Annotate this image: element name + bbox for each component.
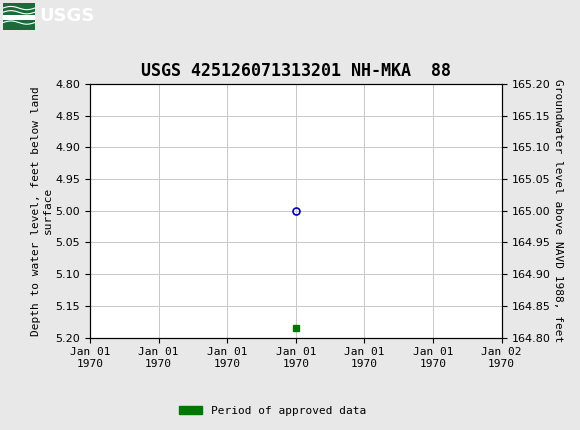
Text: USGS: USGS [39, 7, 95, 25]
Bar [3, 15, 35, 20]
Bar [3, 20, 35, 30]
Y-axis label: Depth to water level, feet below land
surface: Depth to water level, feet below land su… [31, 86, 53, 335]
Bar [3, 3, 35, 15]
Title: USGS 425126071313201 NH-MKA  88: USGS 425126071313201 NH-MKA 88 [141, 61, 451, 80]
Bar [3, 3, 35, 30]
Legend: Period of approved data: Period of approved data [175, 401, 370, 420]
Y-axis label: Groundwater level above NAVD 1988, feet: Groundwater level above NAVD 1988, feet [553, 79, 563, 342]
